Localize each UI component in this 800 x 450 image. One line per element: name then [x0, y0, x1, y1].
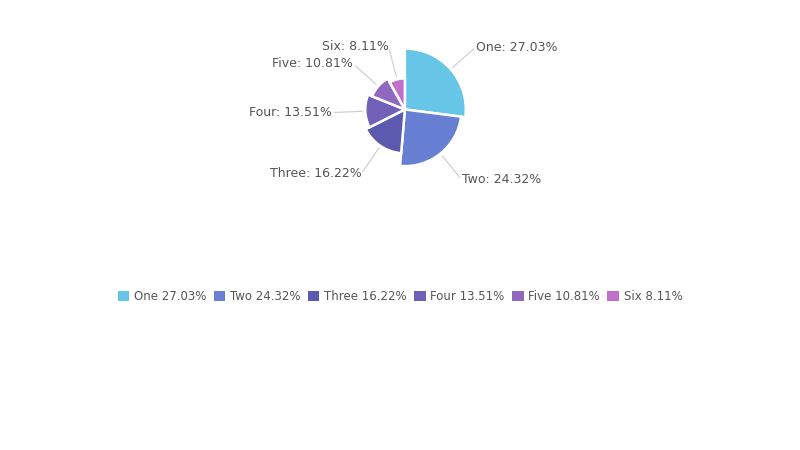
Wedge shape: [400, 109, 461, 166]
Text: Three: 16.22%: Three: 16.22%: [270, 167, 362, 180]
Text: Two: 24.32%: Two: 24.32%: [462, 173, 541, 186]
Text: Four: 13.51%: Four: 13.51%: [249, 106, 332, 119]
Wedge shape: [366, 94, 405, 127]
Text: Five: 10.81%: Five: 10.81%: [272, 58, 353, 71]
Wedge shape: [405, 49, 466, 117]
Text: One: 27.03%: One: 27.03%: [476, 40, 558, 54]
Wedge shape: [372, 79, 405, 109]
Text: Six: 8.11%: Six: 8.11%: [322, 40, 389, 54]
Wedge shape: [390, 78, 405, 109]
Legend: One 27.03%, Two 24.32%, Three 16.22%, Four 13.51%, Five 10.81%, Six 8.11%: One 27.03%, Two 24.32%, Three 16.22%, Fo…: [113, 285, 687, 308]
Wedge shape: [366, 109, 405, 153]
